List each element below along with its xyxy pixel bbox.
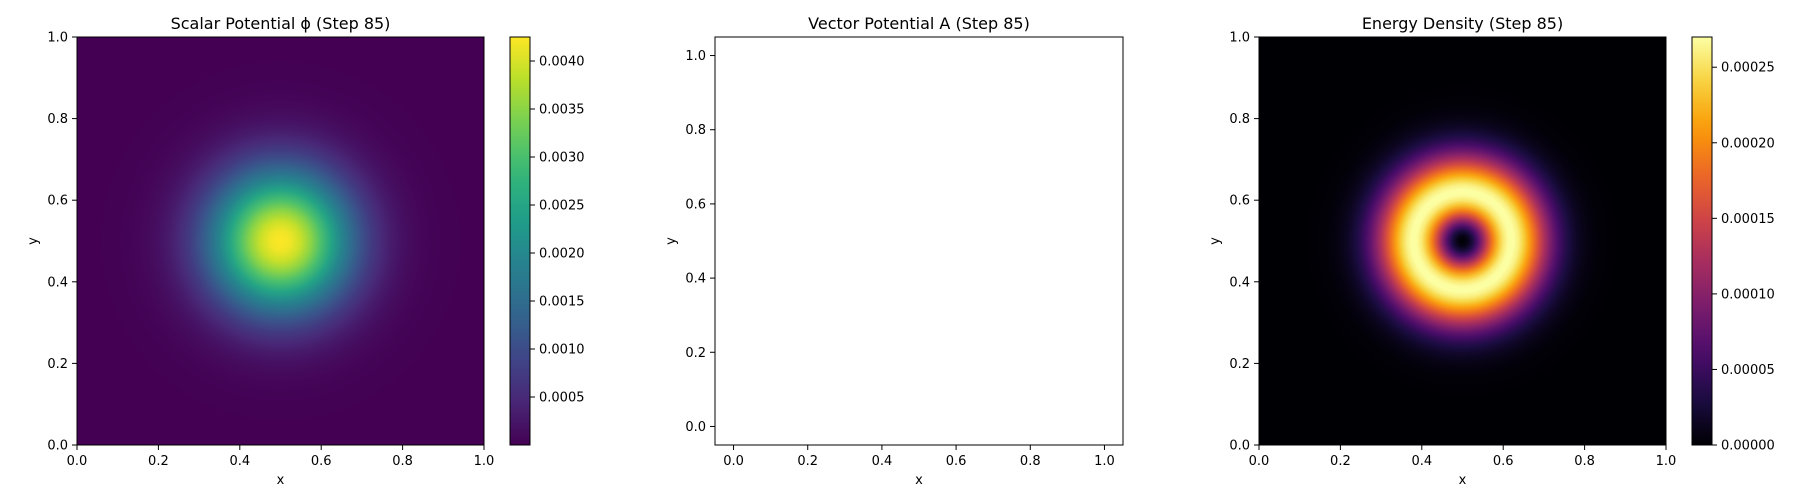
chart1-ylabel: y: [26, 237, 41, 245]
chart1-xtick-label: 0.2: [148, 454, 169, 469]
chart3-title: Energy Density (Step 85): [1362, 14, 1563, 33]
chart3-ytick-label: 0.2: [1229, 357, 1250, 372]
chart2-xtick-label: 1.0: [1094, 454, 1115, 469]
chart3-colorbar-tick-label: 0.00005: [1721, 363, 1775, 378]
chart1-xtick-label: 0.8: [392, 454, 413, 469]
chart3-xtick-label: 0.4: [1411, 454, 1432, 469]
chart3-xtick-label: 0.8: [1574, 454, 1595, 469]
chart3-xtick-label: 1.0: [1656, 454, 1677, 469]
chart1-ytick-label: 0.0: [47, 439, 68, 454]
chart3-ytick-label: 0.8: [1229, 112, 1250, 127]
chart1-ytick-label: 0.6: [47, 194, 68, 209]
chart3-xtick-label: 0.2: [1330, 454, 1351, 469]
chart2-xtick-label: 0.0: [723, 454, 744, 469]
chart3-xtick-label: 0.0: [1249, 454, 1270, 469]
chart2-axes-frame: [714, 36, 1124, 446]
chart1-xtick-label: 0.0: [67, 454, 88, 469]
chart2-xtick-label: 0.2: [797, 454, 818, 469]
chart1-colorbar-tick-label: 0.0010: [539, 343, 585, 358]
chart3-colorbar-tick-label: 0.00020: [1721, 136, 1775, 151]
chart1-colorbar-frame: [509, 36, 531, 446]
chart2-ytick-label: 0.2: [685, 346, 706, 361]
chart3-ytick-label: 0.0: [1229, 439, 1250, 454]
chart1-ytick-label: 0.8: [47, 112, 68, 127]
chart2-xtick-label: 0.8: [1020, 454, 1041, 469]
chart1-xtick-label: 0.6: [311, 454, 332, 469]
chart1-title: Scalar Potential ϕ (Step 85): [171, 14, 391, 33]
chart1-colorbar-tick-label: 0.0030: [539, 151, 585, 166]
chart1-colorbar-tick-label: 0.0040: [539, 55, 585, 70]
chart2-xtick-label: 0.6: [946, 454, 967, 469]
chart1-ytick-label: 1.0: [47, 31, 68, 46]
chart1-xtick-label: 1.0: [474, 454, 495, 469]
chart2-ytick-label: 0.0: [685, 420, 706, 435]
chart3-colorbar-tick-label: 0.00000: [1721, 439, 1775, 454]
chart3-colorbar-tick-label: 0.00015: [1721, 212, 1775, 227]
chart2-xlabel: x: [915, 473, 923, 488]
chart2-ytick-label: 0.6: [685, 197, 706, 212]
chart1-ytick-label: 0.4: [47, 275, 68, 290]
chart2-ytick-label: 1.0: [685, 49, 706, 64]
chart3-colorbar-tick-label: 0.00025: [1721, 61, 1775, 76]
chart1-axes-frame: [76, 36, 485, 446]
chart3-ytick-label: 0.6: [1229, 194, 1250, 209]
chart1-ytick-label: 0.2: [47, 357, 68, 372]
chart1-heatmap-field: [77, 37, 484, 445]
chart3-ytick-label: 0.4: [1229, 275, 1250, 290]
chart2-ylabel: y: [664, 237, 679, 245]
chart1-colorbar-tick-label: 0.0035: [539, 103, 585, 118]
chart3-heatmap-field: [1259, 37, 1666, 445]
chart3-xtick-label: 0.6: [1493, 454, 1514, 469]
chart3-xlabel: x: [1459, 473, 1467, 488]
chart2-xtick-label: 0.4: [872, 454, 893, 469]
chart1-colorbar-tick-label: 0.0015: [539, 295, 585, 310]
chart3-axes-frame: [1258, 36, 1667, 446]
chart1-xlabel: x: [277, 473, 285, 488]
chart2-ytick-label: 0.8: [685, 123, 706, 138]
chart3-ytick-label: 1.0: [1229, 31, 1250, 46]
chart1-colorbar-tick-label: 0.0020: [539, 247, 585, 262]
chart1-colorbar-tick-label: 0.0025: [539, 199, 585, 214]
chart1-xtick-label: 0.4: [229, 454, 250, 469]
chart3-colorbar: [1692, 37, 1712, 445]
chart2-ytick-label: 0.4: [685, 272, 706, 287]
chart3-ylabel: y: [1208, 237, 1223, 245]
chart1-colorbar: [510, 37, 530, 445]
chart3-colorbar-frame: [1691, 36, 1713, 446]
chart2-title: Vector Potential A (Step 85): [808, 14, 1030, 33]
chart1-colorbar-tick-label: 0.0005: [539, 391, 585, 406]
chart3-colorbar-tick-label: 0.00010: [1721, 287, 1775, 302]
